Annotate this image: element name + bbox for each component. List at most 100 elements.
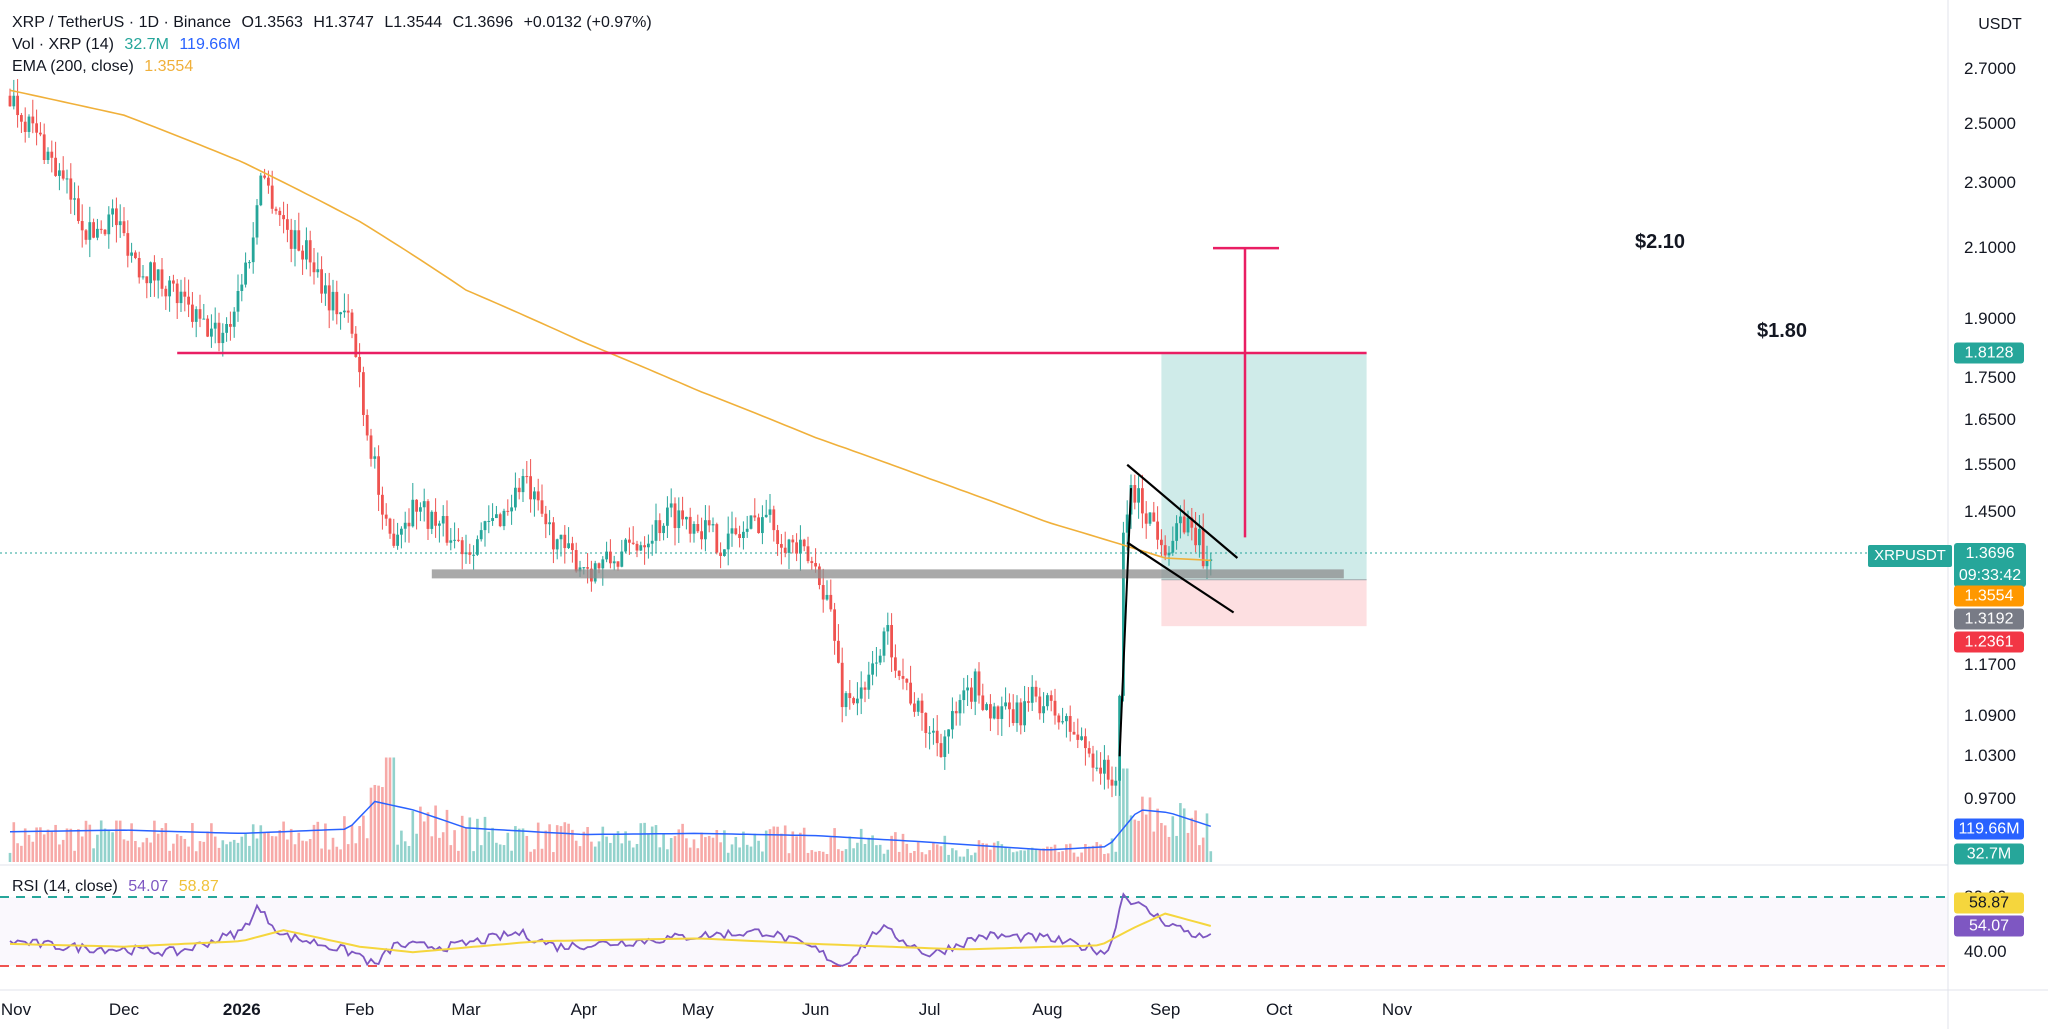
candle-body (388, 518, 392, 534)
volume-bar (932, 842, 935, 862)
volume-bar (54, 824, 57, 862)
volume-bar (1209, 851, 1213, 862)
volume-bar (282, 821, 285, 862)
candle-body (631, 542, 635, 544)
candle-body (175, 283, 179, 304)
candle-body (624, 539, 627, 552)
volume-bar (236, 842, 240, 862)
volume-bar (688, 847, 692, 862)
volume-bar (69, 828, 73, 862)
volume-bar (145, 837, 149, 862)
volume-bar (840, 850, 844, 862)
candle-body (715, 524, 719, 553)
candle-body (563, 534, 567, 549)
volume-bar (1125, 768, 1129, 862)
volume-bar (251, 824, 255, 862)
volume-bar (331, 837, 335, 862)
volume-bar (681, 823, 684, 862)
ema-price-badge: 1.3554 (1954, 585, 2024, 607)
candle-body (453, 539, 456, 541)
time-tick-label: Sep (1150, 1000, 1181, 1019)
candle-body (1106, 759, 1110, 780)
volume-bar (400, 830, 403, 862)
volume-bar (1133, 819, 1137, 862)
time-tick-label: Feb (344, 1000, 375, 1019)
candle-body (924, 712, 928, 734)
price-tick-label: 1.1700 (1964, 655, 2016, 675)
candle-body (35, 123, 38, 133)
volume-bar (388, 757, 392, 862)
volume-bar (574, 840, 578, 862)
candle-body (502, 510, 506, 527)
volume-bar (1046, 846, 1049, 862)
symbol-title: XRP / TetherUS · 1D · Binance (12, 14, 232, 31)
volume-bar (981, 843, 985, 862)
volume-bar (928, 850, 931, 862)
volume-bar (985, 843, 988, 862)
candle-body (536, 491, 540, 501)
candle-body (373, 456, 377, 459)
candle-body (806, 546, 810, 562)
candle-body (92, 222, 95, 238)
volume-bar (202, 841, 206, 862)
candle-body (1141, 488, 1144, 514)
candle-body (780, 544, 783, 548)
candle-body (50, 151, 54, 158)
candle-body (396, 534, 399, 546)
price-tick-label: 1.0300 (1964, 746, 2016, 766)
drawings (177, 246, 1367, 757)
time-tick-label: Aug (1032, 1000, 1063, 1019)
candle-body (932, 730, 935, 733)
candle-body (574, 550, 578, 572)
volume-bar (719, 842, 722, 862)
time-tick-label: Nov (1381, 1000, 1413, 1019)
candle-body (1125, 514, 1129, 533)
candle-body (700, 531, 703, 540)
candle-body (783, 547, 787, 553)
volume-bar (548, 824, 551, 862)
volume-bar (141, 842, 145, 862)
currency-button[interactable]: USDT (1978, 16, 2022, 33)
candle-body (555, 539, 559, 550)
volume-bar (122, 839, 126, 862)
volume-bar (8, 852, 12, 862)
volume-bar (270, 836, 274, 862)
candle-body (951, 711, 954, 730)
volume-bar (365, 838, 369, 862)
volume-bar (1171, 816, 1175, 862)
rsi-tick-label: 40.00 (1964, 942, 2007, 962)
volume-bar (194, 851, 198, 862)
candle-body (240, 284, 244, 291)
candlesticks (8, 79, 1213, 798)
volume-bar (734, 837, 738, 862)
volume-bar (1095, 842, 1099, 862)
volume-bar (882, 853, 886, 862)
candle-body (647, 543, 650, 548)
candle-body (571, 543, 574, 551)
candle-body (183, 291, 187, 297)
volume-bar (483, 816, 487, 862)
candle-body (947, 729, 950, 737)
candle-body (213, 322, 217, 329)
candle-body (270, 185, 274, 209)
time-tick-label: Jun (801, 1000, 830, 1019)
volume-bar (1103, 853, 1106, 862)
candle-body (1038, 696, 1042, 714)
volume-bar (992, 842, 996, 862)
candle-body (685, 516, 688, 520)
volume-bar (920, 852, 924, 862)
candle-body (1198, 528, 1201, 546)
volume-bar (1072, 852, 1076, 862)
candle-body (65, 178, 69, 180)
volume-bar (776, 826, 779, 862)
volume-bar (320, 848, 323, 862)
volume-bar (479, 845, 483, 862)
volume-bar (248, 845, 251, 862)
candle-body (1133, 485, 1137, 503)
volume-bar (704, 837, 707, 862)
volume-bar (1019, 850, 1023, 862)
volume-bar (487, 831, 491, 862)
candle-body (61, 170, 65, 179)
candle-body (510, 507, 513, 512)
